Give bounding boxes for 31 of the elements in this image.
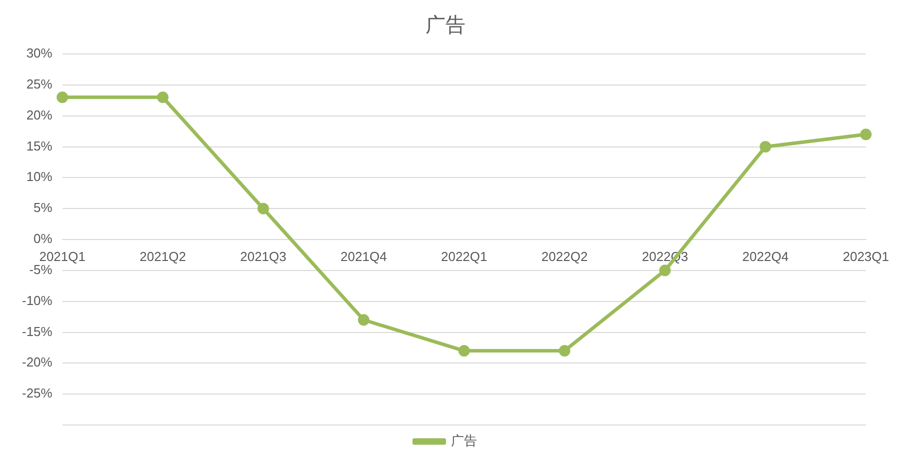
y-tick-label: -20% [22,354,53,370]
point [56,92,68,104]
x-tick-label: 2023Q1 [842,248,889,264]
y-tick-label: 30% [26,46,53,61]
point [860,128,872,140]
point [458,345,470,357]
x-tick-label: 2022Q2 [541,248,588,264]
point [659,264,671,276]
x-tick-label: 2021Q4 [340,248,387,264]
x-tick-label: 2022Q1 [440,248,488,264]
y-tick-label: 10% [26,169,53,184]
point [358,314,370,326]
y-tick-label: 20% [26,107,53,122]
point [760,141,772,152]
x-tick-label: 2021Q2 [140,248,186,264]
y-tick-label: 25% [26,76,53,92]
y-tick-label: 5% [34,200,53,216]
legend-label: 广告 [450,433,477,448]
point [157,92,169,104]
y-tick-label: 15% [26,138,53,154]
x-tick-label: 2021Q1 [39,248,86,264]
x-tick-label: 2022Q4 [742,248,789,264]
point [558,345,570,357]
y-tick-label: -10% [22,292,53,308]
y-tick-label: -15% [22,324,53,339]
x-tick-label: 2021Q3 [240,248,286,264]
y-tick-label: -25% [22,386,53,401]
point [257,202,269,214]
chart-title: 广告 [426,14,466,37]
y-tick-label: -5% [29,262,53,277]
y-tick-label: 0% [34,231,53,246]
